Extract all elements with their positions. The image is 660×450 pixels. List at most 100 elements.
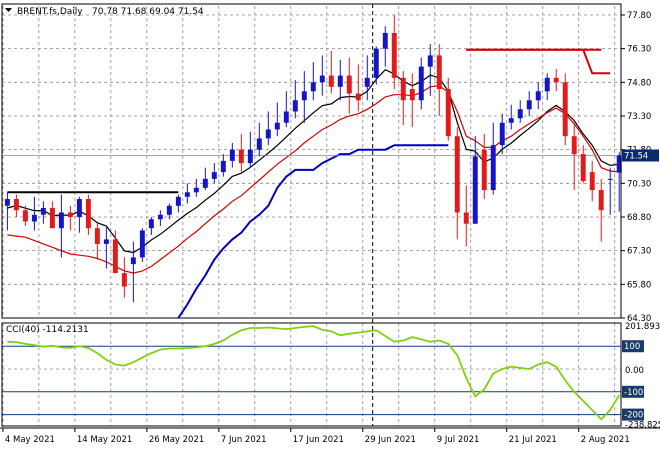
fast-ma-line (7, 68, 620, 254)
cci-line (7, 325, 620, 421)
cci-tick-label: -200 (624, 411, 643, 421)
candle-body-bull (283, 111, 289, 123)
candle-body-bull (103, 239, 109, 244)
cci-grid (2, 323, 621, 426)
candle-body-bull (130, 257, 136, 265)
candle-body-bear (454, 136, 460, 213)
candle-body-bear (589, 172, 595, 191)
candle-body-bear (13, 199, 19, 211)
price-tick-label: 65.80 (627, 280, 651, 290)
trail-stop-low-line (177, 144, 449, 319)
date-tick-label: 14 May 2021 (77, 435, 132, 445)
candle-body-bear (598, 190, 604, 211)
candle-body-bull (193, 187, 199, 193)
current-price-label: 71.54 (624, 151, 648, 161)
candle-body-bear (94, 228, 100, 244)
candle-body-bull (166, 205, 172, 215)
candle-body-bear (49, 208, 55, 229)
symbol-label: BRENT.fs,Daily (17, 7, 83, 17)
candle-body-bear (409, 89, 415, 101)
candle-body-bear (355, 93, 361, 101)
candles (4, 14, 622, 303)
candle-body-bear (436, 55, 442, 90)
trail-stop-high-line (466, 48, 611, 75)
ohlc-label: 70.78 71.68 69.04 71.54 (92, 7, 204, 17)
date-tick-label: 4 May 2021 (5, 435, 55, 445)
candle-body-bull (220, 160, 226, 173)
cci-label: CCI(40) -114.2131 (6, 325, 89, 335)
candle-body-bull (157, 214, 163, 220)
candle-body-bear (580, 154, 586, 182)
candle-body-bull (319, 75, 325, 83)
candle-body-bear (481, 149, 487, 191)
candle-body-bear (445, 89, 451, 137)
axes: 77.8076.3074.8073.3071.8070.3068.8067.30… (0, 3, 660, 445)
candle-body-bear (571, 136, 577, 155)
header-labels: BRENT.fs,Daily 70.78 71.68 69.04 71.54 C… (5, 7, 204, 335)
candle-body-bull (139, 230, 145, 258)
candle-body-bull (508, 118, 514, 123)
cci-panel-frame (1, 322, 622, 427)
candle-body-bear (553, 77, 559, 83)
candle-body-bear (346, 75, 352, 94)
cci-tick-label: 100 (624, 342, 640, 352)
candle-body-bull (535, 91, 541, 101)
candle-body-bear (391, 32, 397, 78)
candle-body-bull (427, 55, 433, 67)
cci-tick-label: 0.00 (625, 366, 644, 376)
cci-lines (7, 325, 620, 421)
candle-body-bull (229, 149, 235, 161)
candle-body-bear (463, 212, 469, 224)
price-tick-label: 77.80 (627, 11, 651, 21)
candle-body-bull (373, 48, 379, 78)
candle-body-bull (247, 149, 253, 164)
price-tick-label: 64.30 (627, 314, 651, 324)
date-tick-label: 2 Aug 2021 (581, 435, 630, 445)
candle-body-bull (175, 196, 181, 206)
candle-body-bull (274, 122, 280, 130)
candle-body-bull (76, 199, 82, 217)
cci-tick-label: -238.825 (625, 420, 660, 430)
cci-tick-label: -100 (624, 388, 643, 398)
candle-body-bull (148, 219, 154, 229)
candle-body-bull (292, 100, 298, 112)
price-tick-label: 74.80 (627, 78, 651, 88)
candle-body-bull (616, 155, 622, 173)
candle-body-bull (418, 66, 424, 101)
candle-body-bear (67, 212, 73, 217)
price-tick-label: 67.30 (627, 247, 651, 257)
cci-level-box (622, 408, 644, 421)
candle-body-bear (22, 210, 28, 222)
candle-body-bull (40, 208, 46, 215)
current-price-box (622, 149, 659, 162)
date-tick-label: 21 Jul 2021 (509, 435, 557, 445)
slow-ma-line (7, 85, 620, 274)
candle-body-bear (112, 239, 118, 274)
candle-body-bull (607, 178, 613, 180)
price-tick-label: 76.30 (627, 45, 651, 55)
dropdown-triangle-icon[interactable] (5, 8, 12, 12)
candle-body-bull (472, 156, 478, 224)
candle-body-bear (400, 77, 406, 101)
candle-body-bull (544, 77, 550, 92)
candle-body-bear (85, 199, 91, 229)
price-tick-label: 70.30 (627, 179, 651, 189)
date-tick-label: 9 Jul 2021 (437, 435, 480, 445)
price-tick-label: 68.80 (627, 213, 651, 223)
date-tick-label: 7 Jun 2021 (221, 435, 267, 445)
date-tick-label: 29 Jun 2021 (365, 435, 416, 445)
candle-body-bear (328, 75, 334, 87)
candle-body-bull (301, 91, 307, 101)
candle-body-bull (256, 138, 262, 150)
cci-level-box (622, 340, 644, 353)
candle-body-bear (121, 273, 127, 287)
candle-body-bull (211, 172, 217, 179)
candle-body-bull (364, 77, 370, 87)
date-tick-label: 26 May 2021 (149, 435, 204, 445)
candle-body-bull (310, 82, 316, 92)
candle-body-bull (517, 109, 523, 119)
candle-body-bull (31, 214, 37, 222)
cci-level-box (622, 385, 644, 398)
candle-body-bull (337, 75, 343, 87)
